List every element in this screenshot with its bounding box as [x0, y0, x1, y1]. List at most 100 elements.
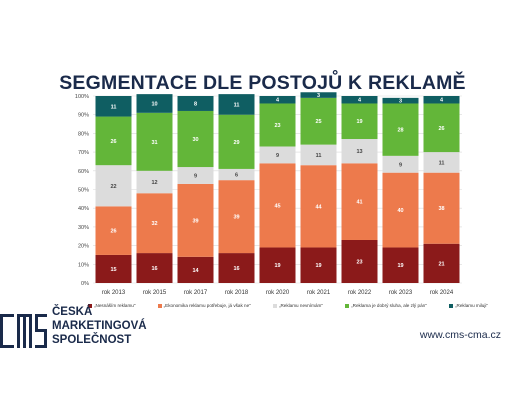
bar-segment [177, 96, 214, 111]
bar-segment [382, 103, 419, 156]
bar-segment [259, 146, 296, 164]
data-label: 21 [438, 261, 444, 267]
data-label: 10 [151, 101, 157, 107]
data-label: 44 [315, 204, 322, 210]
bar-segment [382, 247, 419, 283]
legend-item: „Reklama je dobrý sluha, ale zlý pán" [345, 303, 427, 308]
legend-label: „Nesnáším reklamu" [94, 303, 136, 308]
y-tick-label: 100% [75, 94, 89, 100]
bar-segment [341, 139, 378, 164]
bar-segment [382, 155, 419, 173]
data-label: 11 [316, 153, 322, 159]
data-label: 15 [110, 267, 116, 273]
data-label: 3 [317, 93, 320, 99]
data-label: 39 [233, 215, 239, 221]
bar-segment [95, 116, 132, 166]
chart-legend: „Nesnáším reklamu" „Ekonomika reklamu pot… [88, 303, 488, 308]
bar-segment [341, 96, 378, 104]
bar-segment [300, 165, 337, 248]
bar-segment [218, 180, 255, 254]
legend-item: „Reklamu miluji" [448, 303, 488, 308]
bar-segment [177, 256, 214, 283]
data-label: 19 [356, 119, 362, 125]
data-label: 26 [438, 126, 444, 132]
bar-segment [259, 163, 296, 248]
company-name-line1: ČESKÁ [52, 306, 93, 318]
data-label: 4 [358, 98, 362, 104]
x-tick-label: rok 2024 [430, 290, 454, 296]
data-label: 31 [151, 140, 157, 146]
data-label: 30 [192, 137, 198, 143]
bar-segment [218, 253, 255, 283]
data-label: 22 [110, 184, 116, 190]
bar-segment [341, 163, 378, 240]
bar-segment [423, 172, 460, 244]
data-label: 38 [438, 206, 444, 212]
data-label: 11 [234, 102, 240, 108]
bar-segment [136, 112, 173, 171]
data-label: 6 [235, 173, 238, 179]
y-tick-label: 40% [78, 206, 89, 212]
bar-segment [177, 110, 214, 168]
x-tick-label: rok 2013 [102, 290, 126, 296]
bar-segment [341, 103, 378, 140]
data-label: 40 [397, 208, 403, 214]
bar-segment [382, 172, 419, 248]
bar-segment [218, 114, 255, 169]
x-tick-label: rok 2018 [225, 290, 249, 296]
data-label: 12 [151, 180, 157, 186]
x-tick-label: rok 2015 [143, 290, 167, 296]
y-tick-label: 50% [78, 188, 89, 194]
data-label: 26 [110, 139, 116, 145]
bar-segment [300, 144, 337, 166]
x-tick-label: rok 2022 [348, 290, 372, 296]
data-label: 19 [315, 263, 321, 269]
data-label: 41 [356, 200, 362, 206]
bar-segment [218, 168, 255, 181]
data-label: 9 [399, 162, 402, 168]
data-label: 23 [274, 123, 280, 129]
y-tick-label: 10% [78, 262, 89, 268]
y-tick-label: 80% [78, 131, 89, 137]
bar-segment [136, 94, 173, 113]
data-label: 16 [233, 266, 239, 272]
data-label: 45 [274, 203, 280, 209]
bar-segment [300, 247, 337, 283]
bar-segment [136, 193, 173, 254]
bar-segment [341, 239, 378, 283]
stacked-bar-chart: 0% 10% 20% 30% 40% 50% 60% 70% 80% 90% 100% 15 26 22 2… [75, 92, 462, 296]
website-link[interactable]: www.cms-cma.cz [419, 329, 501, 341]
data-label: 11 [111, 104, 117, 110]
data-label: 3 [399, 99, 402, 105]
data-label: 19 [397, 263, 403, 269]
bar-segment [95, 254, 132, 283]
chart-title: SEGMENTACE DLE POSTOJŮ K REKLAMĚ [59, 72, 466, 94]
y-tick-label: 90% [78, 113, 89, 119]
bar-segment [300, 97, 337, 145]
legend-swatch [345, 303, 350, 308]
y-tick-label: 20% [78, 244, 89, 250]
legend-swatch [448, 303, 453, 308]
bar-segment [95, 96, 132, 117]
y-tick-label: 0% [81, 281, 89, 287]
bar-segment [259, 103, 296, 147]
company-name-line2: MARKETINGOVÁ [52, 320, 147, 332]
legend-label: „Reklamu miluji" [454, 303, 488, 308]
data-label: 11 [439, 160, 445, 166]
bar-segment [300, 92, 337, 98]
legend-item: „Nesnáším reklamu" [88, 303, 135, 308]
data-label: 29 [233, 140, 239, 146]
data-label: 16 [151, 266, 157, 272]
legend-swatch [157, 303, 162, 308]
data-label: 23 [356, 259, 362, 265]
data-label: 8 [194, 101, 197, 107]
bar-segment [423, 96, 460, 104]
bar-segment [423, 243, 460, 283]
legend-item: „Ekonomika reklamu potřebuje, já však ne… [157, 303, 251, 308]
bar-segment [423, 103, 460, 153]
y-tick-label: 70% [78, 150, 89, 156]
data-label: 4 [440, 98, 444, 104]
bar-segment [95, 206, 132, 255]
data-label: 9 [194, 173, 197, 179]
y-tick-label: 30% [78, 225, 89, 231]
